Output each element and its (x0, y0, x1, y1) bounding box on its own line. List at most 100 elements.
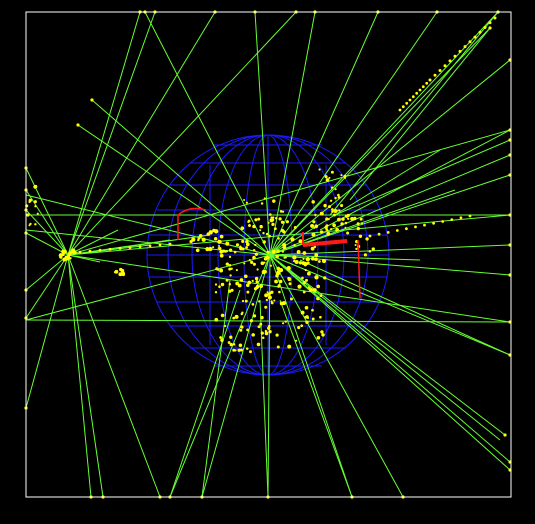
track-line (269, 254, 404, 498)
hit-point (267, 221, 270, 224)
hit-point (459, 216, 463, 220)
track-line (329, 11, 499, 216)
hit-point (266, 291, 269, 294)
hit-point (356, 226, 360, 231)
track-line (67, 254, 161, 498)
hit-point (270, 300, 273, 303)
hit-point (198, 233, 203, 238)
hit-point (254, 276, 259, 281)
hit-point (219, 336, 222, 339)
hit-point (264, 329, 268, 333)
track-line (67, 229, 119, 256)
hit-point (285, 220, 289, 224)
hit-point (220, 338, 224, 342)
hit-point (323, 203, 327, 208)
hit-point (120, 268, 125, 273)
hit-point (350, 216, 354, 221)
highlighted-track-segment (302, 239, 348, 247)
hit-point (235, 243, 240, 247)
hit-point (276, 266, 281, 271)
hit-point (290, 237, 295, 242)
hit-point (108, 247, 112, 251)
hit-point (365, 237, 369, 241)
hit-point (311, 317, 315, 321)
hit-point (248, 258, 251, 262)
hit-point (326, 231, 331, 236)
hit-point (118, 272, 123, 277)
hit-point (191, 237, 196, 242)
hit-point (252, 255, 256, 260)
hit-point (275, 333, 279, 337)
hit-point (138, 245, 142, 249)
hit-point (338, 209, 341, 212)
hit-point (249, 350, 252, 354)
hit-point (245, 201, 249, 204)
hit-point (305, 320, 309, 324)
hit-point (363, 253, 368, 257)
hit-point (267, 326, 271, 330)
hit-point (438, 69, 442, 72)
hit-point (224, 324, 227, 328)
hit-point (224, 250, 227, 253)
hit-point (311, 232, 316, 237)
hit-point (314, 257, 318, 261)
hit-point (295, 339, 298, 342)
track-line (269, 254, 511, 356)
hit-point (259, 229, 262, 232)
hit-point (281, 210, 285, 213)
hit-point (237, 348, 241, 352)
track-line (169, 254, 271, 498)
hit-point (333, 213, 336, 217)
hit-point (148, 244, 152, 248)
hit-point (414, 225, 417, 229)
hit-point (319, 294, 323, 298)
hit-point (214, 317, 219, 322)
hit-point (297, 284, 302, 289)
hit-point (327, 205, 332, 209)
hit-point (310, 223, 315, 228)
hit-point (274, 216, 278, 220)
hit-point (371, 248, 375, 251)
hit-point (245, 347, 249, 350)
hit-point (305, 262, 309, 265)
hit-point (245, 246, 248, 249)
hit-point (278, 267, 284, 273)
track-line (269, 154, 511, 256)
hit-point (313, 245, 317, 249)
hit-point (321, 258, 327, 264)
track-line (269, 59, 511, 256)
hit-point (319, 315, 322, 319)
hit-point (273, 227, 277, 231)
hit-point (282, 242, 287, 248)
hit-point (294, 259, 299, 265)
hit-point (246, 290, 250, 294)
hit-point (219, 268, 224, 273)
hit-point (61, 249, 66, 254)
hit-point (488, 26, 492, 30)
hit-point (273, 299, 276, 302)
hit-point (251, 279, 254, 283)
hit-point (264, 331, 269, 336)
hit-point (346, 231, 350, 235)
hit-point (503, 433, 507, 437)
track-line (77, 124, 271, 256)
track-line (269, 189, 456, 256)
hit-point (263, 269, 267, 274)
hit-point (304, 305, 309, 310)
hit-point (246, 283, 250, 287)
hit-point (421, 85, 425, 89)
hit-point (225, 278, 229, 282)
hit-point (220, 282, 225, 287)
hit-point (368, 234, 372, 238)
hit-point (321, 333, 325, 337)
hit-point (98, 248, 102, 252)
hit-point (314, 213, 317, 217)
hit-point (241, 248, 245, 251)
hit-point (235, 269, 238, 272)
hit-point (287, 276, 291, 280)
hit-point (329, 199, 333, 202)
hit-point (254, 218, 258, 222)
hit-point (239, 278, 244, 282)
hit-point (415, 91, 419, 95)
hit-point (304, 269, 307, 272)
